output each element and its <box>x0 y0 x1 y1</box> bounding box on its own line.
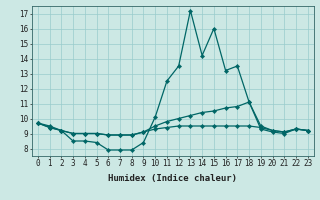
X-axis label: Humidex (Indice chaleur): Humidex (Indice chaleur) <box>108 174 237 183</box>
